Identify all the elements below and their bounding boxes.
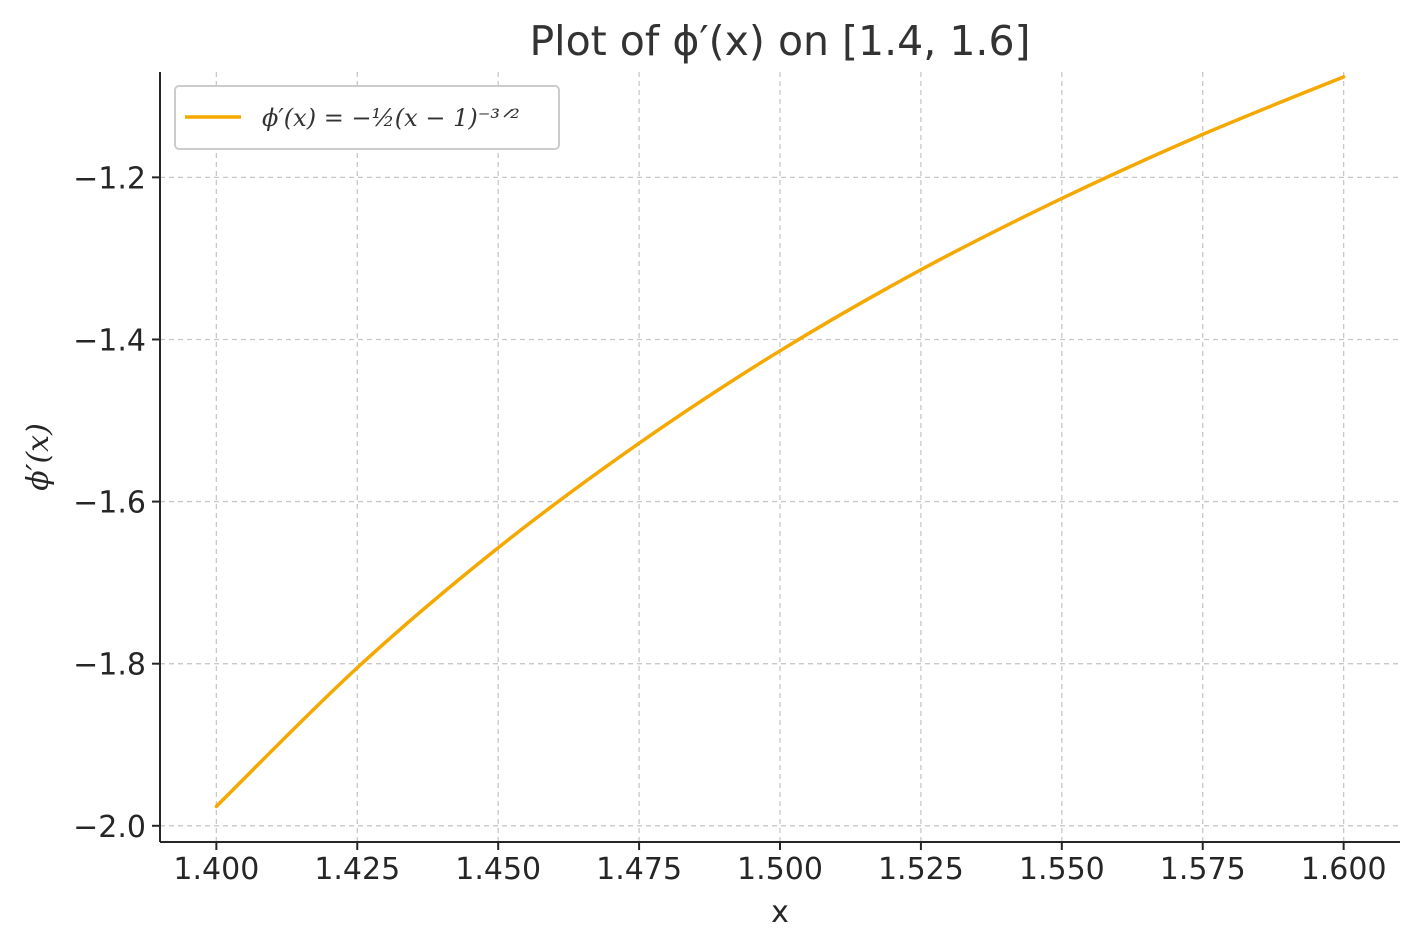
x-tick-label: 1.575 — [1160, 852, 1246, 887]
tick-labels: 1.400 1.425 1.450 1.475 1.500 1.525 1.550 1.575… — [73, 161, 1386, 887]
x-tick-label: 1.600 — [1301, 852, 1387, 887]
y-axis-label: ϕ′(x) — [21, 423, 56, 491]
series-layer — [214, 75, 1346, 809]
x-tick-label: 1.400 — [173, 852, 259, 887]
axes — [152, 72, 1400, 850]
series-line — [214, 75, 1346, 809]
x-tick-label: 1.550 — [1019, 852, 1105, 887]
y-tick-label: −2.0 — [73, 810, 146, 845]
legend: ϕ′(x) = −½(x − 1)⁻³ᐟ² — [174, 85, 560, 150]
x-tick-label: 1.425 — [314, 852, 400, 887]
x-tick-label: 1.525 — [878, 852, 964, 887]
legend-label: ϕ′(x) = −½(x − 1)⁻³ᐟ² — [262, 104, 520, 132]
x-tick-label: 1.500 — [737, 852, 823, 887]
chart-title: Plot of ϕ′(x) on [1.4, 1.6] — [529, 17, 1030, 65]
x-axis-label: x — [771, 895, 789, 930]
y-tick-label: −1.8 — [73, 648, 146, 683]
y-tick-label: −1.6 — [73, 486, 146, 521]
x-tick-label: 1.450 — [455, 852, 541, 887]
y-tick-label: −1.4 — [73, 323, 146, 358]
legend-box — [174, 85, 560, 150]
x-tick-label: 1.475 — [596, 852, 682, 887]
grid-lines — [160, 72, 1400, 842]
y-tick-label: −1.2 — [73, 161, 146, 196]
